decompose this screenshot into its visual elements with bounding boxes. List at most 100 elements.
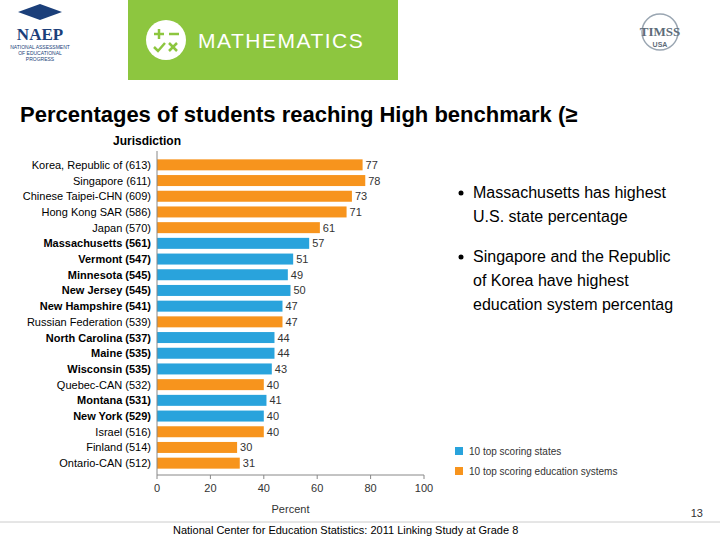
data-label: 40 — [267, 379, 279, 391]
bar — [157, 301, 282, 312]
category-label: Finland (514) — [86, 441, 151, 453]
footer-text: National Center for Education Statistics… — [173, 524, 518, 536]
category-label: North Carolina (537) — [46, 332, 151, 344]
slide: MATHEMATICSNAEPNATIONAL ASSESSMENTOF EDU… — [0, 0, 720, 540]
category-label: Vermont (547) — [78, 253, 151, 265]
tick-label: 60 — [311, 482, 323, 494]
category-label: Singapore (611) — [73, 175, 151, 187]
logo-mark — [18, 4, 62, 20]
data-label: 57 — [312, 237, 324, 249]
bars — [157, 159, 365, 468]
bar — [157, 442, 237, 453]
legend-swatch — [455, 447, 463, 455]
category-label: Japan (570) — [92, 222, 151, 234]
tick-label: 100 — [415, 482, 433, 494]
tick-mark — [370, 475, 371, 479]
footer-rule — [0, 522, 720, 523]
data-label: 30 — [240, 441, 252, 453]
background — [0, 0, 720, 540]
data-label: 47 — [285, 300, 297, 312]
bar — [157, 426, 264, 437]
tick-mark — [210, 475, 211, 479]
data-label: 47 — [285, 316, 297, 328]
category-label: Hong Kong SAR (586) — [42, 206, 151, 218]
bar — [157, 175, 365, 186]
category-label: Israel (516) — [95, 426, 151, 438]
bar — [157, 254, 293, 265]
bullet-text: Singapore and the Republic — [473, 248, 670, 265]
bullet-dot — [459, 191, 464, 196]
logo-text: TIMSS — [640, 24, 680, 39]
bar — [157, 332, 274, 343]
bar — [157, 379, 264, 390]
bar — [157, 348, 274, 359]
legend-label: 10 top scoring education systems — [469, 466, 617, 477]
bar — [157, 316, 282, 327]
axis-title: Percent — [272, 503, 310, 515]
bar — [157, 363, 272, 374]
category-label: Montana (531) — [77, 394, 151, 406]
tick-label: 80 — [364, 482, 376, 494]
logo-subtext: USA — [653, 41, 668, 48]
category-label: Ontario-CAN (512) — [59, 457, 151, 469]
data-label: 61 — [323, 222, 335, 234]
logo-text: NAEP — [17, 25, 63, 44]
bar — [157, 411, 264, 422]
icon-check — [154, 43, 165, 51]
logo-subtext: PROGRESS — [26, 56, 55, 62]
data-label: 50 — [294, 284, 306, 296]
icon-minus — [169, 33, 179, 36]
bar — [157, 238, 309, 249]
category-label: Quebec-CAN (532) — [57, 379, 151, 391]
banner — [128, 0, 398, 80]
bar — [157, 191, 352, 202]
tick-label: 20 — [204, 482, 216, 494]
bar — [157, 159, 363, 170]
category-label: Korea, Republic of (613) — [32, 159, 151, 171]
axis-title: Jurisdiction — [113, 134, 181, 148]
title: Percentages of students reaching High be… — [20, 102, 577, 127]
data-label: 41 — [269, 394, 281, 406]
data-label: 43 — [275, 363, 287, 375]
tick-mark — [263, 475, 264, 479]
bullet-text: U.S. state percentage — [473, 208, 628, 225]
tick-mark — [157, 475, 158, 479]
data-label: 40 — [267, 410, 279, 422]
category-label: New York (529) — [73, 410, 151, 422]
tick-mark — [317, 475, 318, 479]
data-label: 78 — [368, 175, 380, 187]
category-label: Maine (535) — [91, 347, 151, 359]
bullet-text: Massachusetts has highest — [473, 184, 667, 201]
data-label: 44 — [277, 332, 289, 344]
y-axis-line — [157, 151, 158, 475]
banner-text: MATHEMATICS — [198, 29, 364, 52]
page-number: 13 — [691, 507, 703, 519]
category-label: Chinese Taipei-CHN (609) — [23, 190, 151, 202]
icon-times — [169, 43, 177, 51]
bar — [157, 269, 288, 280]
data-label: 31 — [243, 457, 255, 469]
legend-swatch — [455, 467, 463, 475]
category-label: New Jersey (545) — [62, 284, 152, 296]
bullet-dot — [459, 255, 464, 260]
banner-icon — [146, 20, 186, 60]
category-label: Wisconsin (535) — [67, 363, 151, 375]
bar — [157, 285, 291, 296]
icon-plus — [158, 29, 161, 39]
legend-label: 10 top scoring states — [469, 446, 561, 457]
bullet-text: education system percentag — [473, 296, 673, 313]
data-label: 77 — [366, 159, 378, 171]
bar — [157, 206, 347, 217]
x-axis-line — [157, 475, 424, 476]
bar — [157, 458, 240, 469]
data-label: 51 — [296, 253, 308, 265]
data-label: 40 — [267, 426, 279, 438]
data-label: 49 — [291, 269, 303, 281]
category-label: Minnesota (545) — [68, 269, 151, 281]
category-label: New Hampshire (541) — [40, 300, 152, 312]
data-label: 73 — [355, 190, 367, 202]
tick-mark — [424, 475, 425, 479]
bar — [157, 395, 266, 406]
category-label: Massachusetts (561) — [43, 237, 151, 249]
category-label: Russian Federation (539) — [27, 316, 151, 328]
